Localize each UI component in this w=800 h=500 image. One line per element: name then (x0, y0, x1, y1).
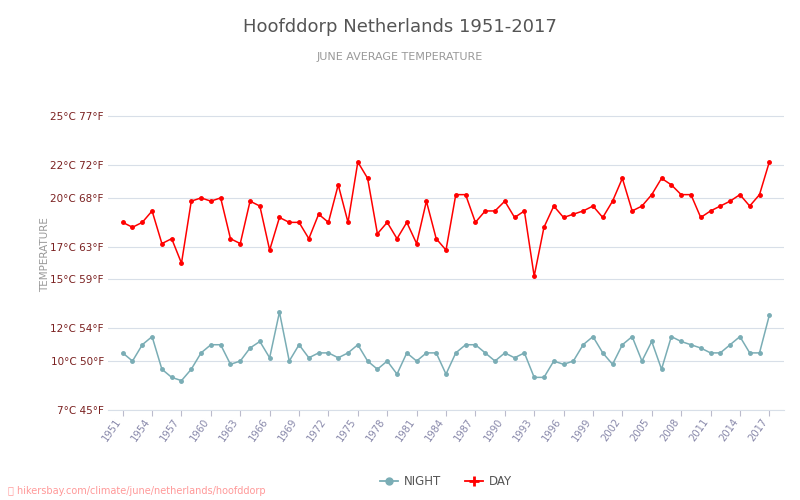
Text: JUNE AVERAGE TEMPERATURE: JUNE AVERAGE TEMPERATURE (317, 52, 483, 62)
Text: 📍 hikersbay.com/climate/june/netherlands/hoofddorp: 📍 hikersbay.com/climate/june/netherlands… (8, 486, 266, 496)
Text: Hoofddorp Netherlands 1951-2017: Hoofddorp Netherlands 1951-2017 (243, 18, 557, 36)
Legend: NIGHT, DAY: NIGHT, DAY (376, 470, 516, 492)
Y-axis label: TEMPERATURE: TEMPERATURE (40, 218, 50, 292)
